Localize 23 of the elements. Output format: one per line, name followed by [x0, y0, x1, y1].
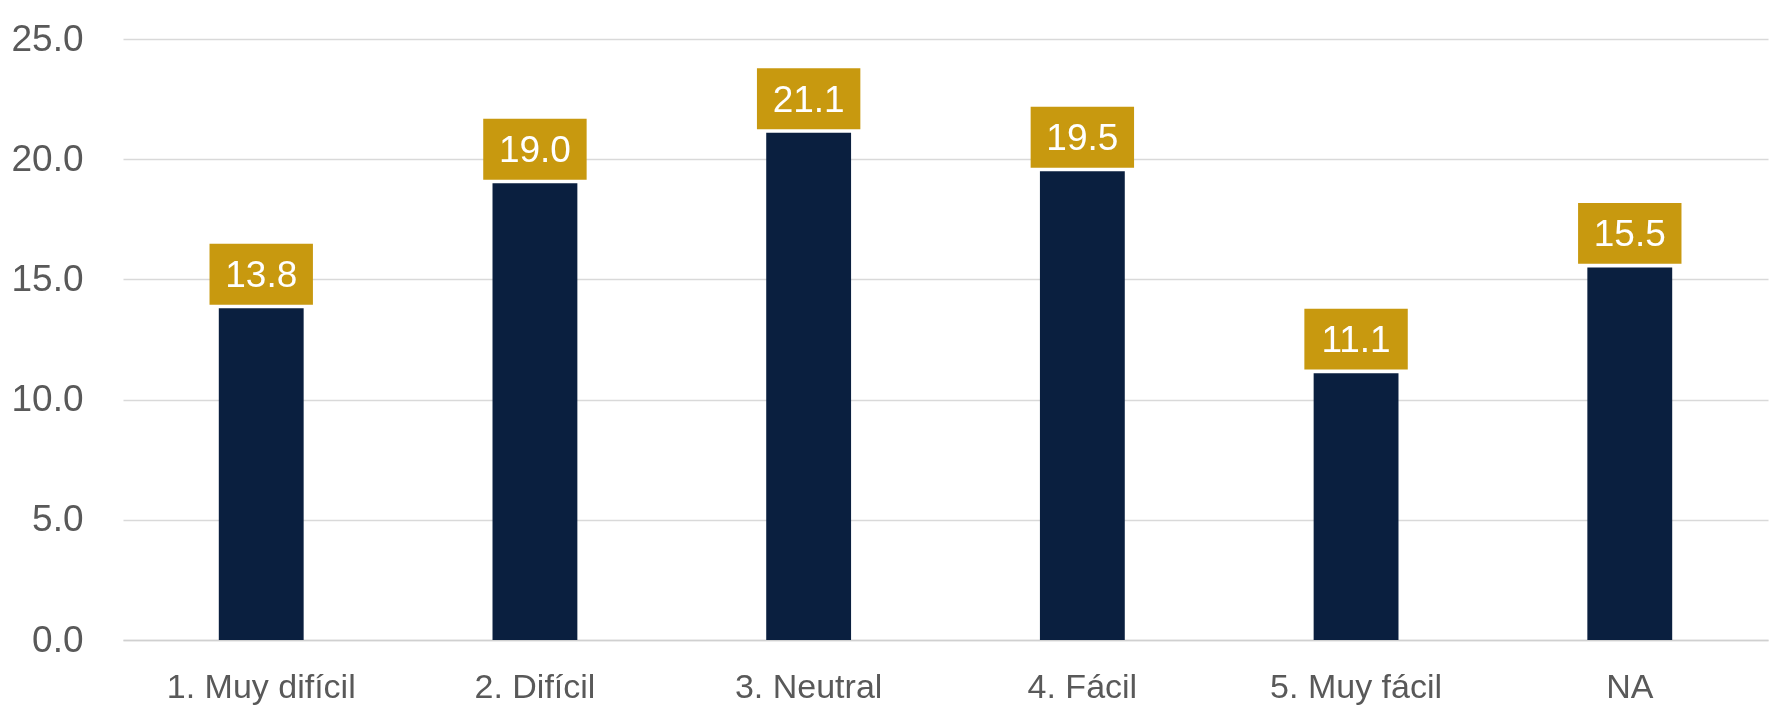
y-tick-label: 15.0 [11, 257, 84, 299]
x-tick-label: 4. Fácil [1027, 666, 1138, 705]
bar [492, 183, 578, 640]
data-label: 15.5 [1593, 213, 1666, 255]
x-tick-label: 5. Muy fácil [1270, 666, 1443, 705]
x-tick-label: 2. Difícil [474, 666, 596, 705]
y-tick-label: 0.0 [32, 618, 84, 660]
y-tick-label: 25.0 [11, 17, 84, 59]
x-tick-label: 1. Muy difícil [166, 666, 356, 705]
data-label: 13.8 [225, 254, 298, 296]
y-tick-label: 5.0 [32, 498, 84, 540]
bar [1313, 373, 1399, 640]
data-label: 21.1 [772, 78, 845, 120]
data-label: 19.5 [1046, 117, 1119, 159]
bar [218, 308, 304, 640]
data-label: 11.1 [1321, 319, 1391, 361]
data-label: 19.0 [498, 129, 571, 171]
y-tick-label: 20.0 [11, 137, 84, 179]
bar [1039, 171, 1125, 640]
x-tick-label: 3. Neutral [734, 666, 883, 705]
bar [1587, 267, 1673, 640]
x-tick-label: NA [1606, 666, 1654, 705]
y-tick-label: 10.0 [11, 378, 84, 420]
